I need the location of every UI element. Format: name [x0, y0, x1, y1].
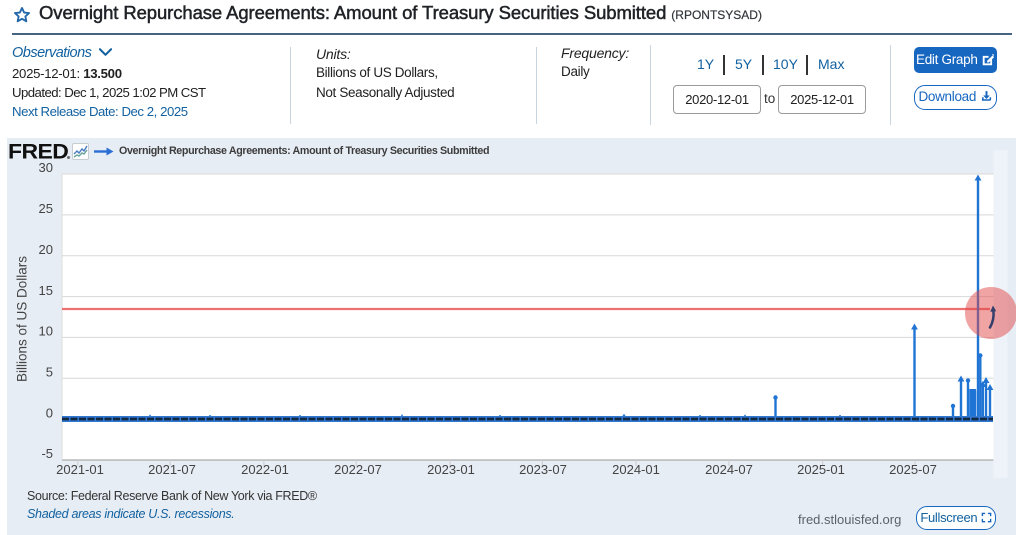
svg-text:2025-07: 2025-07 — [889, 462, 937, 477]
svg-text:2021-01: 2021-01 — [56, 462, 104, 477]
svg-text:-5: -5 — [41, 446, 53, 461]
svg-text:2022-07: 2022-07 — [334, 462, 382, 477]
svg-text:5: 5 — [46, 365, 53, 380]
svg-text:2024-01: 2024-01 — [612, 462, 660, 477]
svg-text:Billions of US Dollars: Billions of US Dollars — [15, 256, 30, 382]
svg-text:30: 30 — [39, 160, 53, 175]
svg-text:0: 0 — [46, 406, 53, 421]
svg-text:25: 25 — [39, 201, 53, 216]
svg-text:20: 20 — [39, 242, 53, 257]
svg-text:2024-07: 2024-07 — [705, 462, 753, 477]
svg-text:15: 15 — [39, 283, 53, 298]
svg-text:10: 10 — [39, 324, 53, 339]
svg-text:2022-01: 2022-01 — [241, 462, 289, 477]
svg-text:2023-07: 2023-07 — [519, 462, 567, 477]
svg-text:2021-07: 2021-07 — [148, 462, 196, 477]
svg-text:2023-01: 2023-01 — [427, 462, 475, 477]
svg-text:2025-01: 2025-01 — [797, 462, 845, 477]
